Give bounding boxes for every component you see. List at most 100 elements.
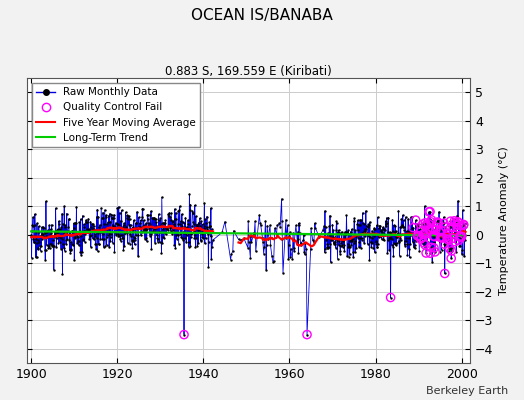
Text: Berkeley Earth: Berkeley Earth xyxy=(426,386,508,396)
Point xyxy=(370,225,378,232)
Point xyxy=(28,228,36,234)
Point xyxy=(440,241,449,247)
Point xyxy=(202,226,211,232)
Point xyxy=(285,241,293,248)
Point xyxy=(425,209,433,215)
Point xyxy=(67,246,75,252)
Point xyxy=(380,231,388,238)
Point xyxy=(176,220,184,227)
Point xyxy=(185,239,193,245)
Point xyxy=(446,224,455,230)
Point xyxy=(449,216,457,222)
Point xyxy=(321,246,330,252)
Point xyxy=(199,230,207,236)
Point xyxy=(104,226,113,233)
Point xyxy=(127,226,135,232)
Point xyxy=(457,234,465,241)
Point xyxy=(458,251,466,257)
Point xyxy=(357,217,365,224)
Point xyxy=(329,234,337,240)
Point xyxy=(107,211,116,218)
Point xyxy=(80,228,88,234)
Point xyxy=(414,233,423,239)
Point xyxy=(432,227,440,233)
Point xyxy=(263,222,271,229)
Point xyxy=(147,246,156,253)
Point xyxy=(417,234,425,241)
Point xyxy=(423,239,432,246)
Point xyxy=(332,218,341,225)
Legend: Raw Monthly Data, Quality Control Fail, Five Year Moving Average, Long-Term Tren: Raw Monthly Data, Quality Control Fail, … xyxy=(32,83,200,147)
Point xyxy=(201,240,209,247)
Point xyxy=(43,228,52,234)
Point xyxy=(433,217,442,223)
Point xyxy=(440,214,448,220)
Point xyxy=(73,230,82,236)
Point xyxy=(353,221,362,227)
Point xyxy=(39,233,47,240)
Point xyxy=(34,245,42,252)
Point xyxy=(381,221,390,228)
Point xyxy=(438,246,446,253)
Point xyxy=(447,248,456,254)
Point xyxy=(423,220,431,226)
Point xyxy=(128,224,137,231)
Point xyxy=(440,220,448,226)
Point xyxy=(191,244,200,250)
Point xyxy=(145,225,154,232)
Point xyxy=(103,232,112,238)
Point xyxy=(46,241,54,247)
Point xyxy=(342,229,350,235)
Point xyxy=(129,226,137,233)
Point xyxy=(178,223,187,229)
Point xyxy=(227,251,236,258)
Point xyxy=(198,230,206,237)
Point xyxy=(417,234,425,241)
Point xyxy=(399,217,408,224)
Point xyxy=(422,222,431,228)
Point xyxy=(60,229,68,236)
Point xyxy=(273,222,281,229)
Point xyxy=(333,220,341,226)
Point xyxy=(343,240,352,247)
Point xyxy=(191,232,199,238)
Point xyxy=(137,229,146,236)
Point xyxy=(53,227,62,233)
Point xyxy=(337,228,346,235)
Point xyxy=(362,226,370,232)
Point xyxy=(448,235,456,242)
Point xyxy=(446,218,455,224)
Point xyxy=(390,222,398,228)
Point xyxy=(424,219,432,225)
Point xyxy=(165,212,173,219)
Point xyxy=(384,214,392,221)
Point xyxy=(345,231,354,237)
Point xyxy=(62,237,71,243)
Point xyxy=(414,221,423,228)
Point xyxy=(49,243,58,249)
Point xyxy=(90,223,98,230)
Point xyxy=(282,217,290,223)
Point xyxy=(145,220,153,226)
Point xyxy=(252,248,260,254)
Point xyxy=(106,238,114,244)
Point xyxy=(418,230,427,237)
Point xyxy=(97,214,106,221)
Point xyxy=(228,248,237,254)
Point xyxy=(66,247,74,253)
Point xyxy=(45,243,53,249)
Point xyxy=(43,228,51,235)
Point xyxy=(333,256,342,262)
Point xyxy=(425,225,433,232)
Point xyxy=(421,223,430,229)
Point xyxy=(461,237,470,244)
Point xyxy=(74,238,82,244)
Point xyxy=(358,234,366,241)
Point xyxy=(111,220,119,226)
Point xyxy=(105,230,114,236)
Point xyxy=(92,246,100,252)
Point xyxy=(97,226,106,232)
Point xyxy=(348,236,357,242)
Point xyxy=(180,332,188,338)
Point xyxy=(175,207,183,213)
